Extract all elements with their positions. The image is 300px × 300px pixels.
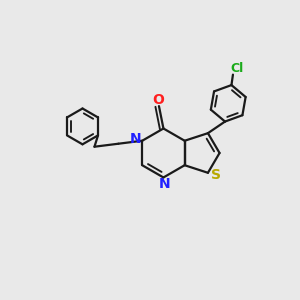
Text: N: N [130, 132, 142, 146]
Text: O: O [152, 92, 164, 106]
Text: Cl: Cl [230, 62, 243, 75]
Text: N: N [159, 177, 171, 191]
Text: S: S [211, 168, 221, 182]
